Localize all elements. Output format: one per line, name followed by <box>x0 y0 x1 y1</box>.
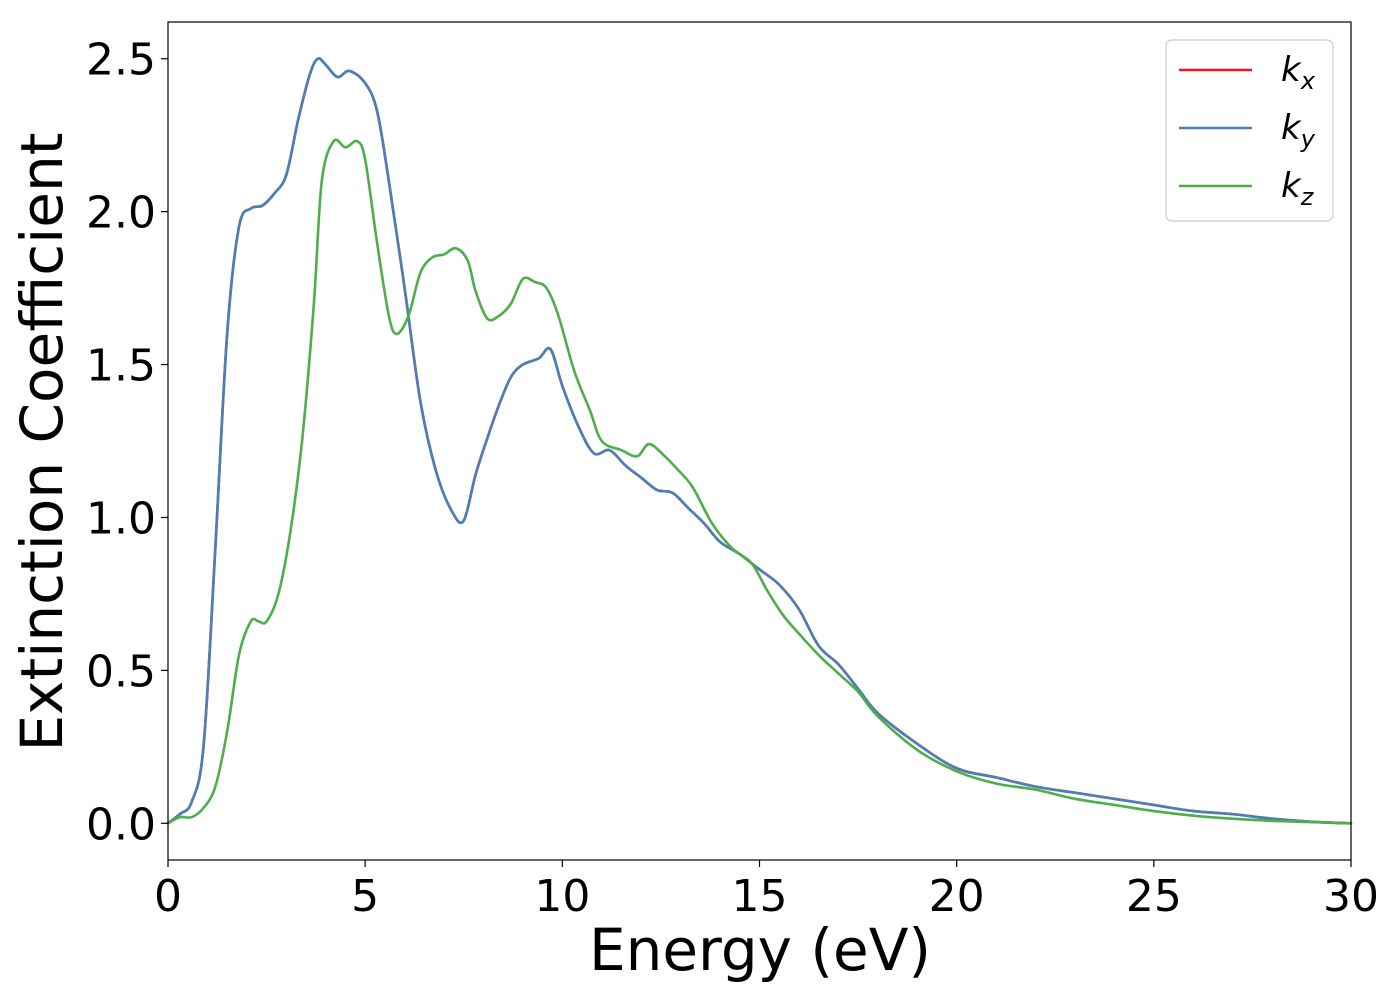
x-tick-label: 10 <box>534 871 590 922</box>
x-tick-label: 0 <box>154 871 182 922</box>
y-axis-label: Extinction Coefficient <box>8 133 76 752</box>
x-tick-label: 30 <box>1323 871 1379 922</box>
legend: kx ky kz <box>1165 39 1334 222</box>
x-tick-label: 25 <box>1126 871 1182 922</box>
y-tick-label: 0.0 <box>86 799 156 850</box>
y-tick-label: 1.5 <box>86 341 156 392</box>
legend-label-kx: kx <box>1281 50 1316 95</box>
legend-label-ky: ky <box>1281 108 1316 153</box>
series-layer <box>166 57 1353 825</box>
y-tick-label: 0.5 <box>86 646 156 697</box>
series-line-kz <box>166 138 1353 825</box>
y-axis-ticks: 0.0 0.5 1.0 1.5 2.0 2.5 <box>86 35 168 850</box>
x-tick-label: 5 <box>351 871 379 922</box>
y-tick-label: 2.5 <box>86 35 156 86</box>
x-tick-label: 15 <box>732 871 788 922</box>
y-tick-label: 2.0 <box>86 188 156 239</box>
x-axis-label: Energy (eV) <box>589 916 931 984</box>
series-line-ky <box>166 57 1353 825</box>
x-axis-ticks: 0 5 10 15 20 25 30 <box>154 860 1379 922</box>
legend-box <box>1165 39 1334 222</box>
legend-label-kz: kz <box>1281 166 1315 211</box>
x-tick-label: 20 <box>929 871 985 922</box>
y-tick-label: 1.0 <box>86 493 156 544</box>
